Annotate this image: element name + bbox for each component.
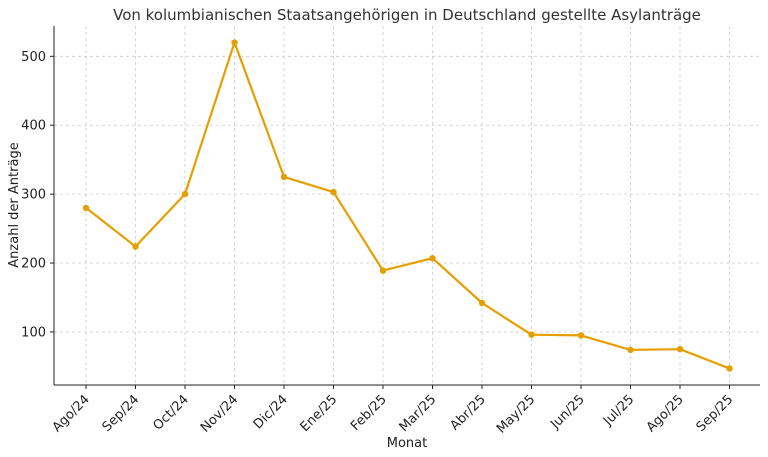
x-tick-label: Jun/25 [547, 392, 587, 432]
chart-title: Von kolumbianischen Staatsangehörigen in… [113, 6, 701, 24]
y-axis-label: Anzahl der Anträge [7, 142, 22, 267]
y-tick-label: 200 [21, 257, 46, 272]
data-point [231, 39, 238, 46]
y-tick-label: 300 [21, 188, 46, 203]
x-tick-label: Sep/24 [100, 392, 143, 435]
data-point [82, 204, 90, 212]
data-point [181, 190, 189, 198]
x-axis-ticks: Ago/24 Sep/24 Oct/24 Nov/24 Dic/24 Ene/25 Feb/… [50, 385, 737, 437]
x-tick-label: Ago/24 [50, 392, 93, 435]
data-point [280, 173, 288, 181]
data-point [528, 331, 535, 338]
y-tick-label: 400 [21, 119, 46, 134]
x-tick-label: Jul/25 [600, 392, 637, 429]
grid-lines [54, 26, 760, 385]
data-point [478, 299, 486, 307]
data-point [132, 243, 139, 250]
x-tick-label: Feb/25 [348, 392, 390, 434]
axes [53, 26, 760, 386]
data-point [627, 346, 634, 354]
series-line [85, 41, 730, 370]
series-group [82, 39, 733, 372]
x-tick-label: May/25 [494, 392, 538, 436]
y-axis-ticks: 100 200 300 400 500 [21, 50, 54, 340]
y-tick-label: 500 [21, 50, 46, 65]
x-tick-label: Dic/24 [251, 392, 291, 432]
x-axis-label: Monat [387, 436, 427, 451]
x-tick-label: Abr/25 [448, 392, 489, 433]
data-point [330, 188, 337, 196]
data-point [577, 332, 585, 339]
x-tick-label: Mar/25 [397, 392, 440, 435]
x-tick-label: Sep/25 [694, 392, 737, 435]
data-point [379, 267, 387, 274]
data-point [676, 345, 684, 353]
y-tick-label: 100 [21, 325, 46, 340]
data-point [726, 365, 733, 372]
x-tick-label: Ago/25 [644, 392, 687, 435]
x-tick-label: Nov/24 [198, 392, 241, 435]
data-point [429, 255, 436, 262]
x-tick-label: Ene/25 [298, 392, 341, 435]
x-tick-label: Oct/24 [151, 392, 192, 433]
